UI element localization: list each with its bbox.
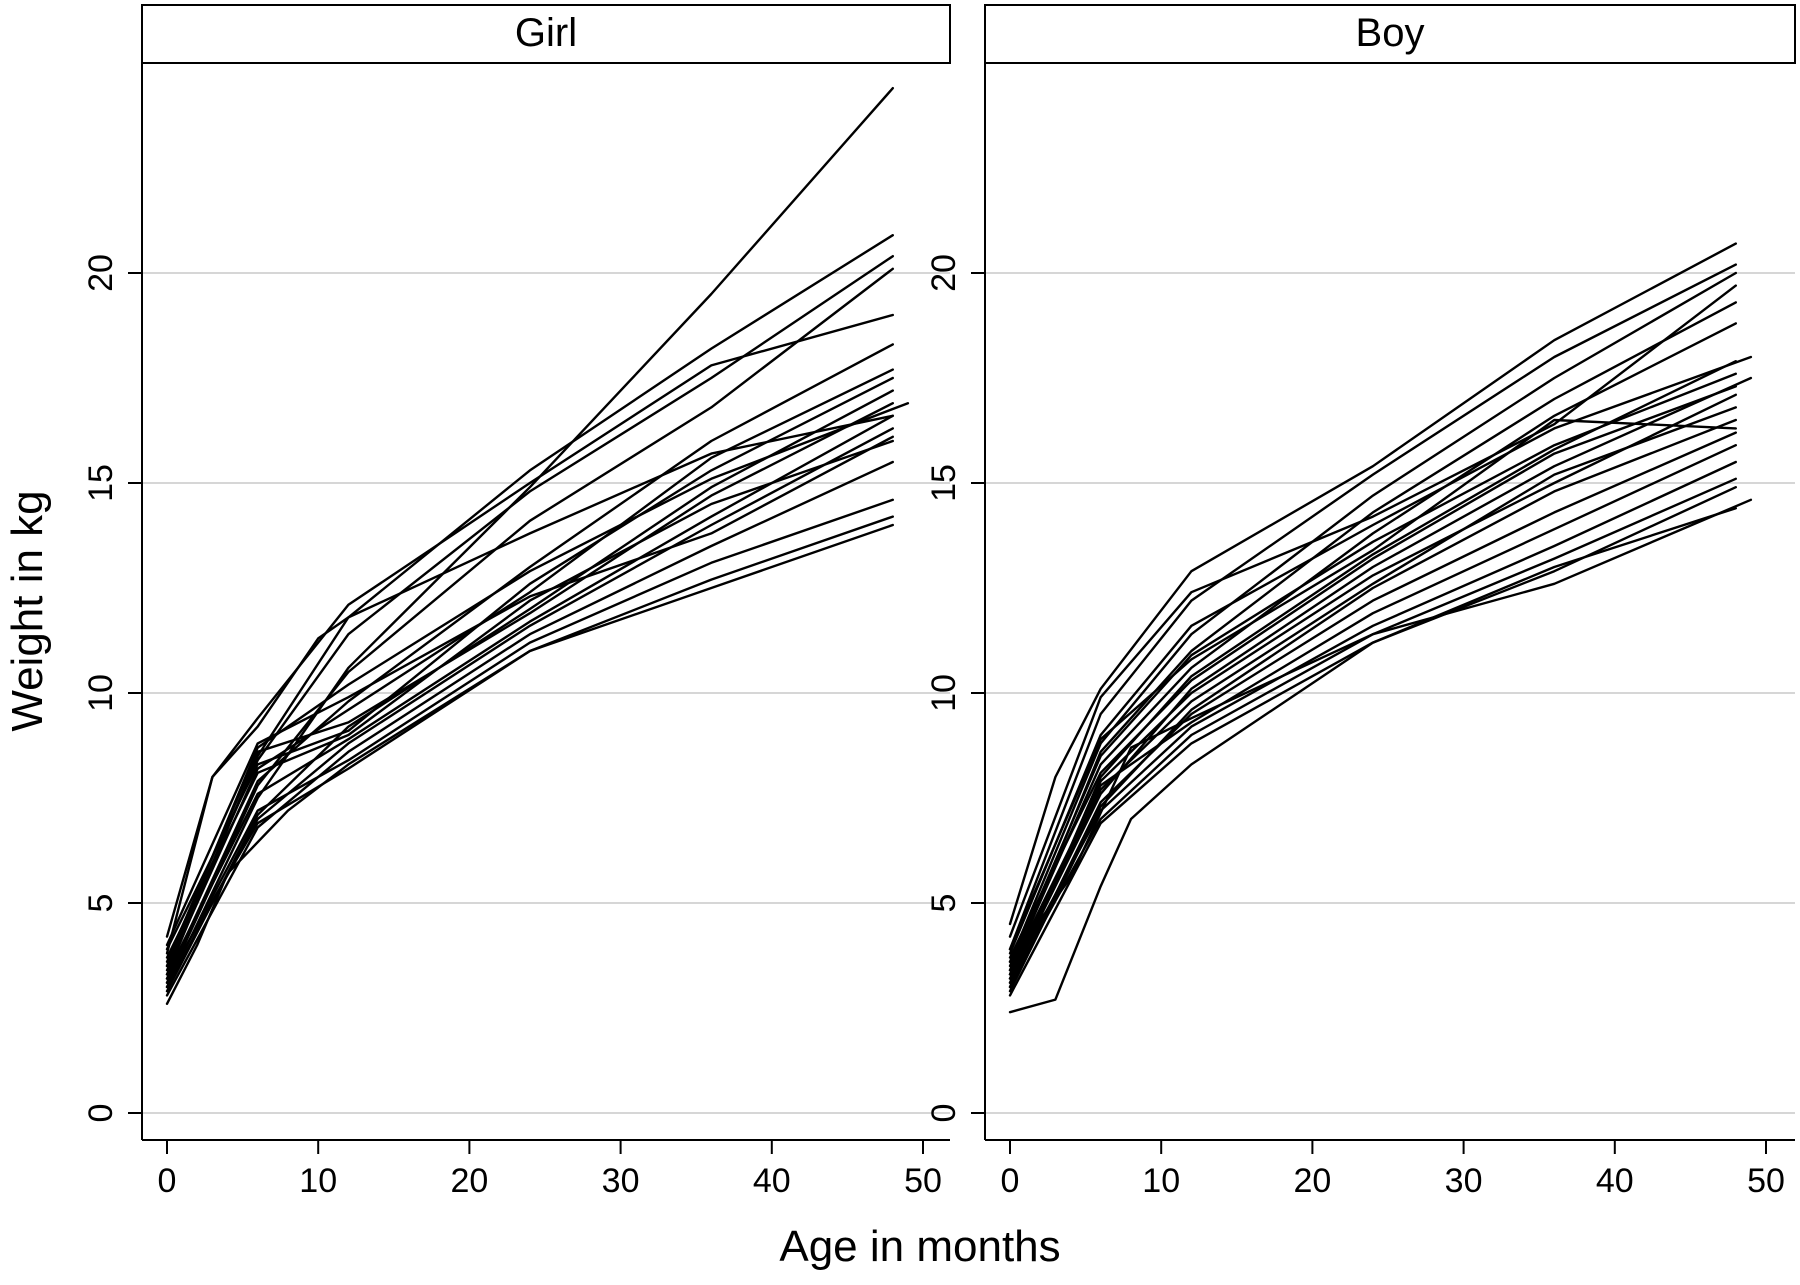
girl-series-line-14 [165, 498, 894, 984]
girl-ytick-label-10: 10 [82, 674, 120, 712]
girl-ytick-label-0: 0 [82, 1104, 120, 1123]
boy-series-line-7 [1008, 360, 1738, 989]
girl-xtick-label-0: 0 [158, 1162, 177, 1200]
girl-xtick-label-30: 30 [602, 1162, 640, 1200]
girl-series-line-8 [165, 389, 894, 993]
girl-series-line-10 [165, 414, 894, 976]
girl-xtick-label-10: 10 [299, 1162, 337, 1200]
boy-series-line-1 [1008, 242, 1738, 926]
boy-ytick-label-15: 15 [925, 464, 963, 502]
boy-ytick-label-0: 0 [925, 1104, 963, 1123]
boy-ytick-label-10: 10 [925, 674, 963, 712]
boy-xtick-label-50: 50 [1747, 1162, 1785, 1200]
boy-series-line-12 [1008, 406, 1738, 976]
girl-xtick-label-20: 20 [450, 1162, 488, 1200]
girl-series-line-6 [165, 343, 894, 980]
boy-series-line-8 [1008, 372, 1738, 968]
boy-xtick-label-40: 40 [1596, 1162, 1634, 1200]
boy-xtick-label-20: 20 [1293, 1162, 1331, 1200]
boy-xtick-label-10: 10 [1142, 1162, 1180, 1200]
girl-series-line-12 [165, 439, 894, 959]
girl-panel-title: Girl [515, 11, 577, 55]
boy-series-line-14 [1008, 431, 1738, 989]
boy-series-line-5 [1008, 322, 1738, 972]
boy-series-line-15 [1008, 444, 1738, 972]
boy-series-line-21 [1008, 284, 1738, 938]
girl-ytick-label-15: 15 [82, 464, 120, 502]
boy-panel: Boy 0 5 10 15 20 0 10 20 30 40 50 [925, 4, 1796, 1200]
boy-series-line-19 [1008, 498, 1753, 963]
girl-series-line-15 [165, 515, 894, 980]
girl-xtick-label-40: 40 [753, 1162, 791, 1200]
girl-series-line-17 [165, 414, 894, 938]
boy-series-line-22 [1008, 418, 1738, 951]
y-axis-title: Weight in kg [3, 490, 52, 731]
boy-series-line-2 [1008, 263, 1738, 951]
girl-strip [141, 4, 951, 64]
boy-ytick-label-5: 5 [925, 894, 963, 913]
boy-panel-title: Boy [1356, 11, 1425, 55]
girl-panel: Girl 0 5 10 15 20 0 10 20 30 40 50 [82, 4, 951, 1200]
girl-series-line-20 [165, 435, 894, 947]
girl-series-line-16 [165, 523, 894, 1005]
boy-series-line-18 [1008, 486, 1738, 997]
boy-series-line-6 [1008, 355, 1753, 955]
girl-xtick-label-50: 50 [904, 1162, 942, 1200]
girl-ytick-label-5: 5 [82, 894, 120, 913]
girl-ytick-label-20: 20 [82, 254, 120, 292]
girl-series-line-4 [165, 267, 894, 984]
boy-series-line-13 [1008, 418, 1738, 993]
girl-series-line-18 [165, 402, 910, 968]
x-axis-title: Age in months [779, 1222, 1060, 1271]
girl-series-line-13 [165, 460, 894, 997]
boy-series-line-20 [1008, 507, 1738, 1014]
boy-series-line-9 [1008, 376, 1753, 980]
boy-series-line-3 [1008, 271, 1738, 963]
girl-series-line-1 [165, 86, 894, 989]
girl-series-line-3 [165, 255, 894, 968]
boy-strip [984, 4, 1796, 64]
boy-xtick-label-0: 0 [1001, 1162, 1020, 1200]
boy-series-line-10 [1008, 385, 1738, 959]
boy-ytick-label-20: 20 [925, 254, 963, 292]
girl-series-line-19 [165, 376, 894, 951]
boy-xtick-label-30: 30 [1445, 1162, 1483, 1200]
